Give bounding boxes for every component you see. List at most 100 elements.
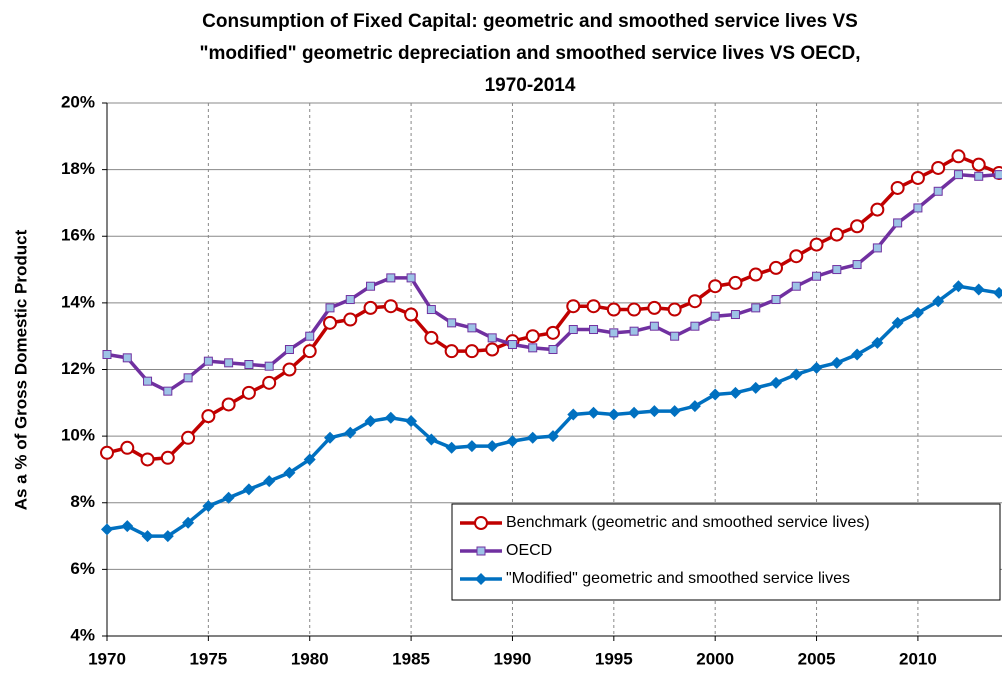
- data-point: [467, 323, 477, 333]
- chart-title: Consumption of Fixed Capital: geometric …: [202, 11, 858, 32]
- chart-title: 1970-2014: [485, 75, 576, 96]
- x-tick-label: 1995: [595, 649, 633, 668]
- data-point: [953, 170, 963, 180]
- data-point: [284, 345, 294, 355]
- data-point: [345, 295, 355, 305]
- data-point: [871, 336, 884, 349]
- data-point: [851, 348, 864, 361]
- data-point: [749, 381, 762, 394]
- x-tick-label: 1970: [88, 649, 126, 668]
- data-point: [221, 397, 236, 412]
- data-point: [770, 376, 782, 389]
- data-point: [343, 312, 358, 327]
- data-point: [933, 186, 943, 196]
- y-tick-label: 12%: [61, 359, 95, 378]
- data-point: [305, 331, 315, 341]
- data-point: [609, 328, 619, 338]
- data-point: [972, 283, 985, 296]
- data-point: [850, 219, 865, 234]
- data-point: [100, 445, 114, 460]
- data-point: [729, 386, 742, 399]
- x-tick-label: 2000: [696, 649, 734, 668]
- data-point: [587, 406, 600, 419]
- data-point: [627, 302, 642, 317]
- data-point: [890, 180, 905, 195]
- data-point: [324, 431, 336, 444]
- data-point: [283, 466, 296, 479]
- data-point: [485, 342, 500, 357]
- data-point: [525, 329, 540, 344]
- data-point: [971, 157, 986, 172]
- data-point: [771, 295, 781, 305]
- data-point: [688, 400, 701, 413]
- data-point: [931, 160, 946, 175]
- data-point: [829, 227, 844, 242]
- data-point: [222, 491, 235, 504]
- legend-label: OECD: [506, 542, 552, 559]
- legend-marker: [475, 573, 487, 585]
- data-point: [710, 311, 720, 321]
- data-point: [426, 305, 436, 315]
- data-point: [628, 406, 641, 419]
- data-point: [994, 170, 1002, 180]
- data-point: [486, 440, 499, 453]
- data-point: [383, 299, 398, 314]
- data-point: [244, 360, 254, 370]
- data-point: [202, 500, 215, 513]
- data-point: [891, 316, 904, 329]
- data-point: [730, 310, 740, 320]
- data-point: [951, 149, 966, 164]
- data-point: [182, 516, 195, 529]
- data-point: [548, 345, 558, 355]
- data-point: [404, 307, 419, 322]
- series-line: [106, 284, 1000, 538]
- data-point: [101, 523, 113, 536]
- data-point: [709, 388, 722, 401]
- x-tick-label: 2005: [798, 649, 836, 668]
- data-point: [648, 405, 661, 418]
- data-point: [506, 435, 519, 448]
- data-point: [751, 303, 761, 313]
- data-point: [913, 203, 923, 213]
- data-point: [546, 325, 560, 340]
- data-point: [606, 302, 621, 317]
- y-tick-label: 16%: [61, 226, 95, 245]
- data-point: [262, 375, 277, 390]
- data-point: [748, 267, 763, 282]
- data-point: [687, 294, 702, 309]
- data-point: [507, 340, 517, 350]
- data-point: [791, 281, 801, 291]
- data-point: [586, 299, 601, 314]
- data-point: [102, 350, 112, 360]
- data-point: [910, 170, 925, 185]
- data-point: [264, 361, 274, 371]
- data-point: [424, 330, 439, 345]
- data-point: [789, 249, 804, 264]
- data-point: [181, 430, 196, 445]
- data-point: [668, 405, 681, 418]
- data-point: [870, 202, 885, 217]
- data-point: [810, 361, 823, 374]
- data-point: [528, 343, 538, 353]
- data-point: [143, 376, 153, 386]
- x-tick-label: 1980: [291, 649, 329, 668]
- data-point: [832, 265, 842, 275]
- series-line: [106, 172, 1000, 394]
- data-point: [425, 433, 438, 446]
- legend-marker: [476, 546, 486, 556]
- data-point: [568, 325, 578, 335]
- data-point: [323, 315, 337, 330]
- data-point: [830, 356, 843, 369]
- data-point: [161, 530, 174, 543]
- y-tick-label: 18%: [61, 159, 95, 178]
- data-point: [487, 333, 497, 343]
- y-tick-label: 4%: [70, 625, 95, 644]
- data-point: [708, 279, 723, 294]
- data-point: [364, 415, 377, 428]
- data-point: [649, 321, 659, 331]
- data-point: [141, 530, 154, 543]
- legend: Benchmark (geometric and smoothed servic…: [451, 503, 1001, 601]
- x-tick-label: 1975: [189, 649, 227, 668]
- data-point: [647, 300, 662, 315]
